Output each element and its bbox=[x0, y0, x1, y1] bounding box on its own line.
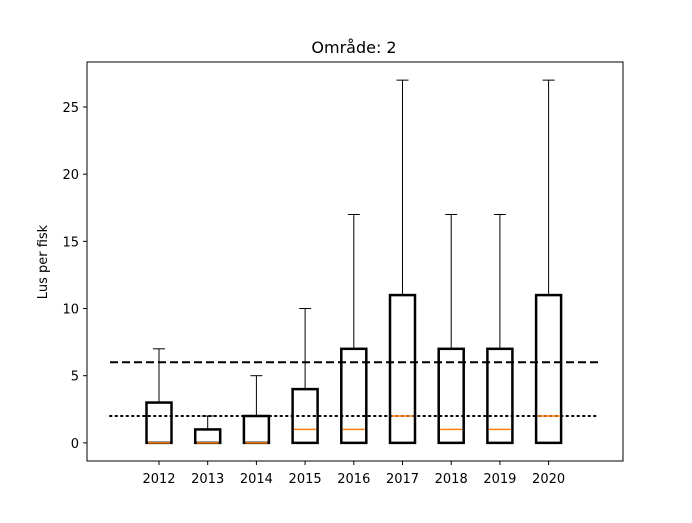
x-tick-label: 2016 bbox=[337, 472, 370, 487]
chart-title: Område: 2 bbox=[311, 38, 396, 57]
y-tick-label: 25 bbox=[62, 101, 79, 116]
x-tick-label: 2020 bbox=[532, 472, 565, 487]
box bbox=[145, 401, 173, 445]
box bbox=[388, 293, 417, 445]
box bbox=[193, 428, 222, 445]
x-tick-label: 2018 bbox=[435, 472, 468, 487]
x-tick-label: 2017 bbox=[386, 472, 419, 487]
y-tick-label: 0 bbox=[71, 437, 79, 452]
x-tick-label: 2015 bbox=[289, 472, 322, 487]
y-tick-label: 20 bbox=[62, 168, 79, 183]
y-tick-label: 5 bbox=[71, 370, 79, 385]
box bbox=[534, 293, 563, 445]
x-tick-label: 2013 bbox=[191, 472, 224, 487]
y-tick-label: 10 bbox=[62, 303, 79, 318]
box bbox=[437, 347, 465, 445]
box bbox=[340, 347, 368, 445]
y-axis-label: Lus per fisk bbox=[36, 224, 51, 299]
x-tick-label: 2012 bbox=[142, 472, 175, 487]
y-tick-label: 15 bbox=[62, 235, 79, 250]
x-tick-label: 2019 bbox=[483, 472, 516, 487]
box bbox=[486, 347, 514, 445]
x-tick-label: 2014 bbox=[240, 472, 273, 487]
plot-area: 0 5 10 15 20 25 2012 2013 2014 2015 2016 2017 2018 20… bbox=[62, 61, 624, 487]
box bbox=[291, 387, 319, 445]
plot-frame bbox=[86, 61, 624, 462]
box bbox=[242, 414, 271, 445]
